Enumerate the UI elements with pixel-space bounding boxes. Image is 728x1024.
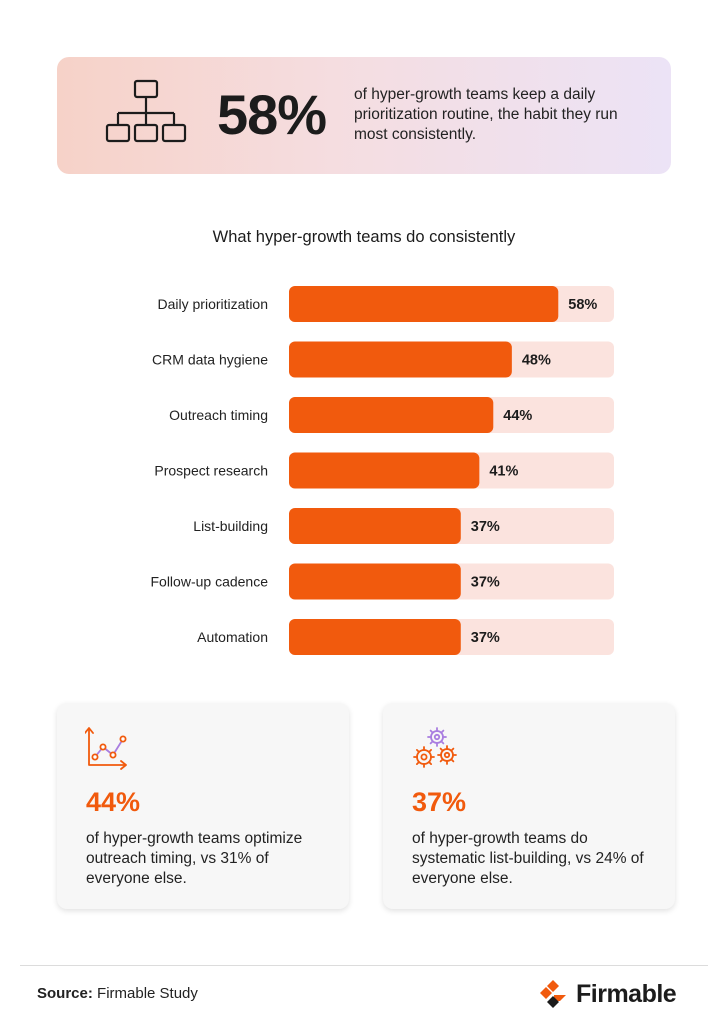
bar [289,619,461,655]
bar-value-label: 48% [522,353,551,369]
hero-text: of hyper-growth teams keep a daily prior… [354,86,618,143]
bar-category-label: Daily prioritization [158,296,268,312]
bar-value-label: 37% [471,519,500,535]
card-text: of hyper-growth teams do systematic list… [412,830,644,887]
hero-callout: 58% of hyper-growth teams keep a daily p… [57,57,671,174]
chart-title: What hyper-growth teams do consistently [212,228,516,246]
bar-track [289,619,614,655]
bar-value-label: 58% [568,297,597,313]
bar [289,341,512,378]
bar-track [289,508,614,544]
card-text: of hyper-growth teams optimize outreach … [86,830,303,887]
bar-value-label: 41% [489,464,518,480]
bar [289,286,559,322]
bar-category-label: Outreach timing [169,407,268,423]
bar-category-label: Follow-up cadence [150,574,268,590]
brand-name: Firmable [576,979,677,1008]
bar-track [289,341,614,378]
bar-track [289,452,614,489]
footer-divider [20,965,708,966]
source-label: Source: [37,985,93,1002]
stat-card-list-building: 37% of hyper-growth teams do systematic … [383,703,675,909]
card-stat: 44% [86,787,141,817]
bar-track [289,563,614,600]
source-text: Firmable Study [97,985,198,1002]
bar-category-label: List-building [193,518,268,534]
bar-track [289,397,614,433]
card-stat: 37% [412,787,467,817]
bar-value-label: 37% [471,575,500,591]
bar [289,508,461,544]
bar-category-label: Prospect research [154,463,268,479]
org-chart-icon [105,79,187,143]
hero-stat: 58% [217,83,327,146]
bar [289,397,494,433]
bar-category-label: Automation [197,629,268,645]
bar-category-label: CRM data hygiene [152,352,268,368]
growth-line-chart-icon [85,727,127,770]
stat-card-outreach: 44% of hyper-growth teams optimize outre… [57,703,349,909]
bar [289,452,480,489]
gears-icon [413,727,457,768]
brand: Firmable [538,978,677,1010]
source-note: Source: Firmable Study [37,985,198,1002]
bar-track [289,286,614,322]
bar-value-label: 44% [503,408,532,424]
bar-value-label: 37% [471,630,500,646]
firmable-logo-icon [540,980,566,1008]
bar [289,563,461,600]
